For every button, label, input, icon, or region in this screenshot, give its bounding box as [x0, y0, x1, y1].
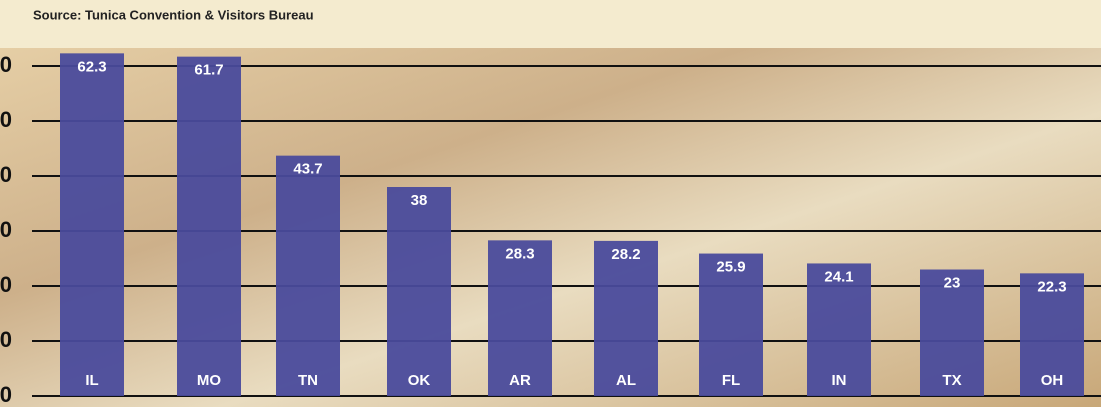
value-label: 24.1 — [824, 268, 853, 285]
bar — [699, 253, 763, 396]
header-band — [0, 0, 1101, 48]
bar — [387, 187, 451, 396]
value-label: 62.3 — [77, 58, 106, 75]
bar — [488, 240, 552, 396]
x-tick-label: AL — [616, 372, 636, 389]
x-tick-label: OK — [408, 372, 431, 389]
x-tick-label: FL — [722, 372, 740, 389]
y-tick-label: 30 — [0, 217, 12, 242]
bar — [594, 240, 658, 396]
bar — [276, 155, 340, 396]
y-tick-label: 10 — [0, 327, 12, 352]
value-label: 22.3 — [1037, 278, 1066, 295]
bar — [1020, 273, 1084, 396]
bar — [807, 263, 871, 396]
value-label: 43.7 — [293, 161, 322, 178]
x-tick-label: AR — [509, 372, 531, 389]
bar — [920, 269, 984, 396]
x-tick-label: TN — [298, 372, 318, 389]
y-tick-label: 50 — [0, 107, 12, 132]
value-label: 61.7 — [194, 62, 223, 79]
y-tick-label: 20 — [0, 272, 12, 297]
x-tick-label: IN — [832, 372, 847, 389]
x-tick-label: OH — [1041, 372, 1064, 389]
source-note: Source: Tunica Convention & Visitors Bur… — [33, 7, 314, 22]
bar — [60, 53, 124, 396]
value-label: 25.9 — [716, 259, 745, 276]
y-tick-label: 60 — [0, 52, 12, 77]
y-tick-label: 40 — [0, 162, 12, 187]
x-tick-label: TX — [942, 372, 961, 389]
bar — [177, 56, 241, 397]
value-label: 23 — [944, 274, 961, 291]
x-tick-label: IL — [85, 372, 98, 389]
x-tick-label: MO — [197, 372, 221, 389]
value-label: 28.2 — [611, 246, 640, 263]
value-label: 28.3 — [505, 245, 534, 262]
y-tick-label: 0 — [0, 382, 12, 407]
value-label: 38 — [411, 192, 428, 209]
